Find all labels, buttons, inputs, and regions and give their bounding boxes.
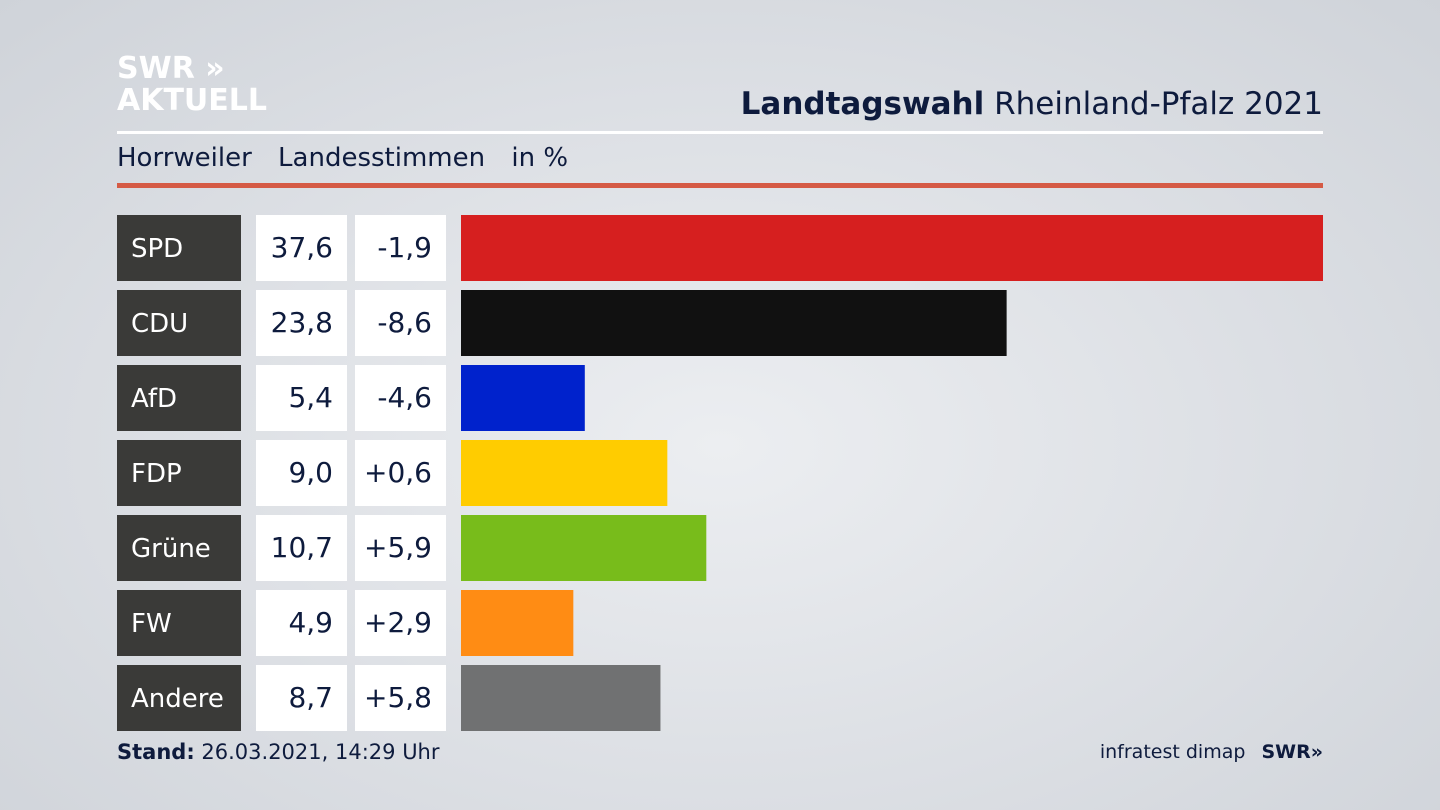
party-label-box xyxy=(117,665,241,731)
bar-andere xyxy=(461,665,661,731)
change-label: -4,6 xyxy=(377,381,432,414)
source-label: infratest dimap xyxy=(1099,741,1246,763)
value-box xyxy=(256,515,347,581)
party-label-box xyxy=(117,365,241,431)
page-title: Landtagswahl Rheinland-Pfalz 2021 xyxy=(741,86,1323,122)
bar-gr-ne xyxy=(461,515,707,581)
value-box xyxy=(256,290,347,356)
swr-aktuell-logo: SWR » AKTUELL xyxy=(117,53,277,119)
change-label: +5,9 xyxy=(364,531,432,564)
bar-afd xyxy=(461,365,585,431)
change-box xyxy=(355,515,446,581)
bar-cdu xyxy=(461,290,1007,356)
party-label: SPD xyxy=(131,234,183,264)
change-label: +2,9 xyxy=(364,606,432,639)
value-label: 8,7 xyxy=(288,681,333,714)
unit-label: in % xyxy=(511,143,569,173)
value-box xyxy=(256,590,347,656)
value-label: 10,7 xyxy=(271,531,333,564)
measure-label: Landesstimmen xyxy=(278,143,486,173)
party-label-box xyxy=(117,215,241,281)
value-box xyxy=(256,440,347,506)
party-label: FW xyxy=(131,609,172,639)
source-credit: infratest dimap SWR» xyxy=(1100,741,1323,763)
value-label: 5,4 xyxy=(288,381,333,414)
change-label: +0,6 xyxy=(364,456,432,489)
party-label-box xyxy=(117,440,241,506)
bar-fw xyxy=(461,590,574,656)
value-label: 4,9 xyxy=(288,606,333,639)
change-box xyxy=(355,440,446,506)
timestamp: Stand: 26.03.2021, 14:29 Uhr xyxy=(117,740,440,764)
change-label: +5,8 xyxy=(364,681,432,714)
party-label: Grüne xyxy=(131,534,211,564)
logo-line-aktuell: AKTUELL xyxy=(117,83,268,118)
stand-value: 26.03.2021, 14:29 Uhr xyxy=(201,740,440,764)
party-label: AfD xyxy=(131,384,177,414)
value-label: 23,8 xyxy=(271,306,333,339)
value-box xyxy=(256,665,347,731)
value-label: 37,6 xyxy=(271,231,333,264)
party-label: FDP xyxy=(131,459,182,489)
party-label-box xyxy=(117,290,241,356)
party-label: Andere xyxy=(131,684,224,714)
location-label: Horrweiler xyxy=(117,143,252,173)
party-label-box xyxy=(117,515,241,581)
change-label: -1,9 xyxy=(377,231,432,264)
value-label: 9,0 xyxy=(288,456,333,489)
subtitle: Horrweiler Landesstimmen in % xyxy=(117,143,586,173)
change-label: -8,6 xyxy=(377,306,432,339)
bar-spd xyxy=(461,215,1323,281)
title-divider xyxy=(117,131,1323,134)
stand-label: Stand: xyxy=(117,740,195,764)
logo-line-swr: SWR » xyxy=(117,51,225,86)
change-box xyxy=(355,665,446,731)
footer-swr-logo: SWR» xyxy=(1261,741,1323,763)
party-label-box xyxy=(117,590,241,656)
bar-fdp xyxy=(461,440,668,506)
change-box xyxy=(355,215,446,281)
party-label: CDU xyxy=(131,309,188,339)
value-box xyxy=(256,215,347,281)
title-bold: Landtagswahl xyxy=(740,86,985,122)
title-rest: Rheinland-Pfalz 2021 xyxy=(994,86,1323,122)
change-box xyxy=(355,290,446,356)
change-box xyxy=(355,365,446,431)
value-box xyxy=(256,365,347,431)
change-box xyxy=(355,590,446,656)
accent-divider xyxy=(117,183,1323,188)
